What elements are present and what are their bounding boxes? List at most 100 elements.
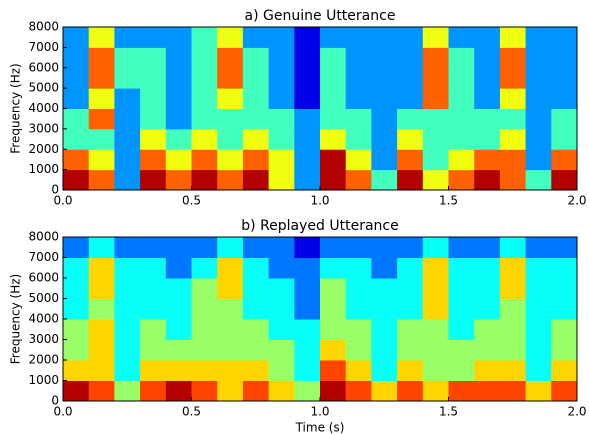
cell bbox=[140, 128, 167, 150]
cell bbox=[499, 88, 527, 109]
chart-title: a) Genuine Utterance bbox=[245, 8, 396, 24]
cell bbox=[345, 108, 372, 130]
cell bbox=[320, 27, 347, 48]
cell bbox=[551, 278, 578, 299]
cell bbox=[191, 360, 218, 381]
cell bbox=[217, 380, 244, 402]
cell bbox=[165, 278, 192, 299]
cell bbox=[448, 360, 475, 381]
cell bbox=[294, 169, 321, 191]
cell bbox=[165, 380, 192, 402]
cell bbox=[320, 128, 347, 150]
cell bbox=[268, 278, 295, 299]
cell bbox=[422, 27, 449, 48]
cell bbox=[268, 88, 295, 109]
cell bbox=[191, 108, 218, 130]
y-tick-label: 0 bbox=[51, 394, 59, 408]
cell bbox=[422, 237, 449, 258]
cell bbox=[191, 128, 218, 150]
y-tick-label: 3000 bbox=[28, 332, 59, 346]
cell bbox=[217, 67, 244, 89]
cell bbox=[268, 47, 295, 69]
cell bbox=[345, 128, 372, 150]
cell bbox=[88, 237, 115, 258]
cell bbox=[448, 149, 475, 171]
cell bbox=[191, 169, 218, 191]
cell bbox=[114, 128, 141, 150]
cell bbox=[474, 47, 501, 69]
cell bbox=[397, 298, 424, 320]
cell bbox=[422, 319, 449, 340]
cell bbox=[448, 319, 475, 340]
cell bbox=[448, 339, 475, 361]
cell bbox=[371, 27, 398, 48]
cell bbox=[242, 108, 270, 130]
cell bbox=[165, 149, 192, 171]
y-tick-label: 3000 bbox=[28, 121, 59, 135]
cell bbox=[294, 319, 321, 340]
cell bbox=[499, 237, 527, 258]
cell bbox=[551, 298, 578, 320]
cell bbox=[268, 108, 295, 130]
cell bbox=[525, 27, 552, 48]
cell bbox=[217, 237, 244, 258]
cell bbox=[474, 108, 501, 130]
cell bbox=[499, 380, 527, 402]
cell bbox=[294, 380, 321, 402]
cell bbox=[140, 169, 167, 191]
cell bbox=[114, 67, 141, 89]
cell bbox=[345, 257, 372, 279]
cell bbox=[371, 149, 398, 171]
cell bbox=[499, 319, 527, 340]
cell bbox=[242, 257, 270, 279]
cell bbox=[320, 257, 347, 279]
cell bbox=[88, 149, 115, 171]
cell bbox=[422, 108, 449, 130]
cell bbox=[191, 149, 218, 171]
cell bbox=[114, 339, 141, 361]
cell bbox=[320, 47, 347, 69]
cell bbox=[320, 108, 347, 130]
cell bbox=[268, 67, 295, 89]
cell bbox=[397, 27, 424, 48]
cell bbox=[345, 47, 372, 69]
cell bbox=[140, 360, 167, 381]
cell bbox=[474, 298, 501, 320]
cell bbox=[88, 108, 115, 130]
cell bbox=[320, 298, 347, 320]
cell bbox=[217, 298, 244, 320]
cell bbox=[88, 47, 115, 69]
cell bbox=[217, 149, 244, 171]
cell bbox=[191, 237, 218, 258]
cell bbox=[242, 27, 270, 48]
cell bbox=[397, 257, 424, 279]
cell bbox=[191, 47, 218, 69]
cell bbox=[474, 319, 501, 340]
cell bbox=[397, 339, 424, 361]
cell bbox=[114, 108, 141, 130]
cell bbox=[551, 257, 578, 279]
cell bbox=[345, 27, 372, 48]
cell bbox=[217, 169, 244, 191]
x-tick-label: 2.0 bbox=[567, 194, 586, 208]
y-tick-label: 7000 bbox=[28, 250, 59, 264]
cell bbox=[345, 237, 372, 258]
cell bbox=[63, 298, 90, 320]
cell bbox=[165, 298, 192, 320]
cell bbox=[320, 169, 347, 191]
cell bbox=[422, 298, 449, 320]
cell bbox=[320, 360, 347, 381]
cell bbox=[165, 237, 192, 258]
cell bbox=[294, 149, 321, 171]
cell bbox=[397, 360, 424, 381]
y-tick-label: 2000 bbox=[28, 142, 59, 156]
cell bbox=[397, 380, 424, 402]
y-tick-label: 6000 bbox=[28, 271, 59, 285]
cell bbox=[397, 47, 424, 69]
cell bbox=[294, 278, 321, 299]
cell bbox=[551, 169, 578, 191]
cell bbox=[371, 108, 398, 130]
cell bbox=[448, 67, 475, 89]
cell bbox=[551, 319, 578, 340]
cell bbox=[525, 257, 552, 279]
